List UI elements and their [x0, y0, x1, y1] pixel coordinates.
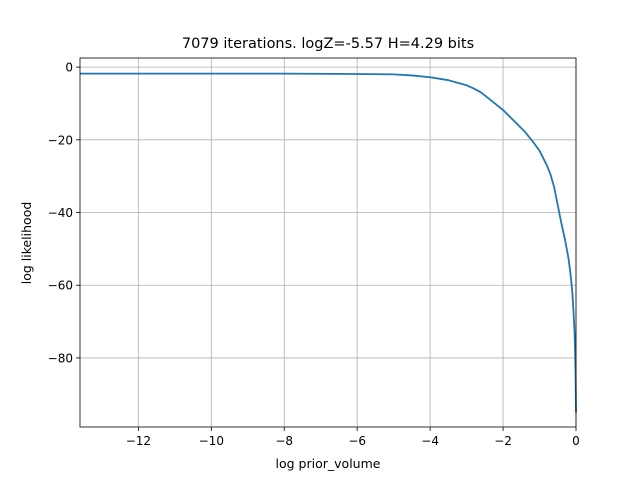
y-tick-label: −20: [48, 133, 73, 147]
grid-layer: [80, 58, 577, 427]
y-tick-label: 0: [65, 61, 73, 75]
chart-title: 7079 iterations. logZ=-5.57 H=4.29 bits: [182, 36, 474, 52]
x-tick-label: −8: [275, 434, 293, 448]
x-axis-label: log prior_volume: [276, 456, 381, 471]
y-tick-label: −80: [48, 351, 73, 365]
series-layer: [80, 72, 577, 413]
y-tick-label: −40: [48, 206, 73, 220]
x-tick-label: −12: [126, 434, 151, 448]
x-tick-label: −6: [348, 434, 366, 448]
y-tick-label: −60: [48, 279, 73, 293]
x-tick-label: −2: [494, 434, 512, 448]
y-axis-ticks: 0 −20 −40 −60 −80: [48, 61, 80, 365]
plot-frame: [79, 57, 577, 428]
x-tick-label: −10: [199, 434, 224, 448]
series-line: [80, 72, 577, 413]
x-tick-label: −4: [421, 434, 439, 448]
x-axis-ticks: −12 −10 −8 −6 −4 −2 0: [126, 427, 580, 448]
x-tick-label: 0: [572, 434, 580, 448]
y-axis-label: log likelihood: [19, 202, 34, 285]
